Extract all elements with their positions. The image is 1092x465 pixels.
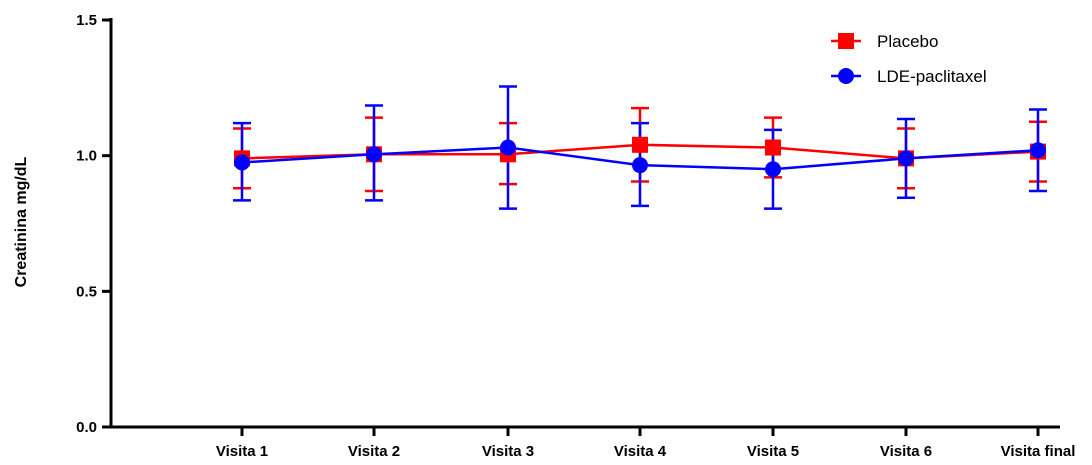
- series-layer: [233, 85, 1047, 210]
- legend-label: Placebo: [877, 32, 938, 51]
- lde-paclitaxel-point: [366, 146, 382, 163]
- y-axis-title: Creatinina mg/dL: [13, 156, 30, 287]
- lde-paclitaxel-point: [1030, 142, 1046, 159]
- y-tick-label: 0.5: [76, 283, 97, 300]
- placebo-point: [765, 139, 781, 156]
- lde-paclitaxel-point: [632, 157, 648, 174]
- legend-label: LDE-paclitaxel: [877, 67, 987, 86]
- y-tick-label: 0.0: [76, 419, 97, 436]
- lde-paclitaxel-point: [234, 154, 250, 171]
- x-tick-label: Visita 4: [614, 443, 667, 460]
- placebo-point: [632, 136, 648, 153]
- x-tick-label: Visita 5: [747, 443, 799, 460]
- axes: 0.0 0.5 1.0 1.5 Visita 1 Visita 2 Visita 3 Visi…: [76, 12, 1075, 460]
- x-tick-label: Visita 6: [880, 443, 932, 460]
- x-tick-label: Visita 3: [482, 443, 534, 460]
- y-tick-label: 1.0: [76, 148, 97, 165]
- lde-paclitaxel-point: [500, 139, 516, 156]
- lde-paclitaxel-point: [765, 161, 781, 178]
- x-tick-label: Visita 1: [216, 443, 268, 460]
- legend-square-marker: [838, 33, 854, 49]
- y-tick-label: 1.5: [76, 12, 97, 29]
- x-tick-label: Visita final: [1001, 443, 1076, 460]
- legend: Placebo LDE-paclitaxel: [831, 32, 987, 86]
- x-tick-label: Visita 2: [348, 443, 400, 460]
- legend-circle-marker: [838, 68, 854, 84]
- lde-paclitaxel-point: [898, 150, 914, 167]
